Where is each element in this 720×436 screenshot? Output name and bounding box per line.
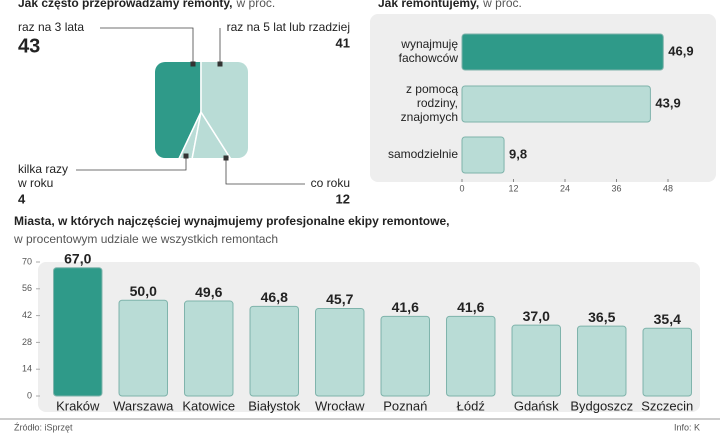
bar: [461, 136, 505, 174]
bar: [461, 85, 651, 123]
x-tick-label: 48: [663, 183, 673, 193]
y-tick-label: 42: [22, 310, 32, 320]
slice-value: 12: [336, 191, 350, 206]
callout-dot: [190, 61, 196, 67]
y-tick-label: 56: [22, 283, 32, 293]
value-label: 45,7: [326, 291, 353, 307]
value-label: 41,6: [392, 299, 419, 315]
callout-dot: [183, 153, 189, 159]
x-tick-label: Katowice: [182, 398, 235, 413]
bar: [577, 325, 627, 397]
title: Jak remontujemy,: [378, 0, 479, 10]
callout-dot: [217, 61, 223, 67]
y-tick-label: 14: [22, 364, 32, 374]
credit: Info: K: [674, 422, 700, 432]
callout: [76, 156, 187, 171]
x-tick-label: Poznań: [383, 398, 427, 413]
bar: [118, 299, 168, 397]
category-label: fachowców: [399, 51, 459, 65]
x-tick-label: Bydgoszcz: [570, 398, 633, 413]
value-label: 37,0: [523, 308, 550, 324]
chart-title: Miasta, w których najczęściej wynajmujem…: [13, 214, 449, 246]
callout: [100, 27, 194, 64]
callout-dot: [223, 155, 229, 161]
slice-label: w roku: [17, 176, 53, 190]
category-label: znajomych: [401, 110, 458, 124]
subtitle: w proc.: [236, 0, 276, 10]
bar: [642, 327, 692, 397]
value-label: 35,4: [654, 311, 681, 327]
slice-value: 43: [18, 35, 40, 57]
slice-label: raz na 3 lata: [18, 20, 84, 34]
y-tick-label: 0: [27, 390, 32, 400]
bar: [249, 305, 299, 397]
subtitle: w procentowym udziale we wszystkich remo…: [13, 232, 278, 246]
bar: [184, 300, 234, 397]
x-tick-label: Gdańsk: [514, 398, 559, 413]
category-label: z pomocą: [406, 82, 458, 96]
value-label: 46,8: [261, 289, 288, 305]
x-tick-label: Kraków: [56, 398, 100, 413]
value-label: 50,0: [130, 283, 157, 299]
subtitle: w proc.: [482, 0, 522, 10]
slice-value: 4: [18, 191, 26, 206]
bar: [461, 33, 664, 71]
x-tick-label: Białystok: [248, 398, 301, 413]
x-tick-label: Łódź: [457, 398, 485, 413]
slice-value: 41: [336, 35, 350, 50]
source: Źródło: iSprzęt: [14, 422, 73, 432]
value-label: 41,6: [457, 299, 484, 315]
slice-label: co roku: [311, 176, 350, 190]
value-label: 9,8: [509, 146, 527, 161]
x-tick-label: Szczecin: [641, 398, 693, 413]
x-tick-label: 0: [459, 183, 464, 193]
chart-title: Jak remontujemy, w proc.: [378, 0, 522, 10]
category-label: samodzielnie: [388, 147, 458, 161]
bar: [511, 324, 561, 397]
category-label: wynajmuję: [400, 37, 458, 51]
title: Jak często przeprowadzamy remonty,: [18, 0, 233, 10]
x-tick-label: Wrocław: [315, 398, 365, 413]
value-label: 36,5: [588, 309, 615, 325]
y-tick-label: 28: [22, 337, 32, 347]
slice-label: kilka razy: [18, 162, 68, 176]
slice-label: raz na 5 lat lub rzadziej: [227, 20, 350, 34]
callout: [225, 158, 305, 185]
x-tick-label: 36: [611, 183, 621, 193]
value-label: 67,0: [64, 250, 91, 266]
x-tick-label: 24: [560, 183, 570, 193]
value-label: 46,9: [668, 43, 693, 58]
category-label: rodziny,: [417, 96, 458, 110]
title: Miasta, w których najczęściej wynajmujem…: [14, 214, 449, 228]
chart-title: Jak często przeprowadzamy remonty, w proc…: [18, 0, 275, 10]
x-tick-label: Warszawa: [113, 398, 174, 413]
bar: [380, 315, 430, 397]
value-label: 49,6: [195, 284, 222, 300]
value-label: 43,9: [655, 95, 680, 110]
bar: [315, 308, 365, 397]
x-tick-label: 12: [508, 183, 518, 193]
bar: [53, 267, 103, 397]
bar: [446, 315, 496, 397]
y-tick-label: 70: [22, 256, 32, 266]
